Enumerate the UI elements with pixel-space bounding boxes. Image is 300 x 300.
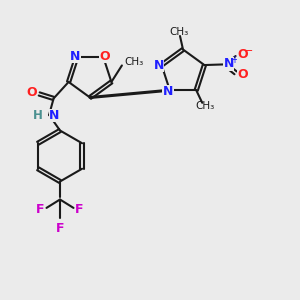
- Text: CH₃: CH₃: [196, 101, 215, 111]
- Text: O: O: [237, 48, 248, 61]
- Text: −: −: [243, 46, 253, 56]
- Text: N: N: [163, 85, 173, 98]
- Text: O: O: [26, 86, 37, 99]
- Text: N: N: [224, 57, 234, 70]
- Text: O: O: [237, 68, 248, 81]
- Text: F: F: [75, 202, 84, 216]
- Text: CH₃: CH₃: [124, 58, 143, 68]
- Text: H: H: [33, 109, 43, 122]
- Text: N: N: [70, 50, 80, 63]
- Text: O: O: [99, 50, 110, 63]
- Text: CH₃: CH₃: [169, 27, 188, 38]
- Text: N: N: [153, 58, 164, 71]
- Text: F: F: [56, 222, 64, 235]
- Text: F: F: [36, 202, 45, 216]
- Text: N: N: [49, 109, 59, 122]
- Text: +: +: [230, 55, 238, 65]
